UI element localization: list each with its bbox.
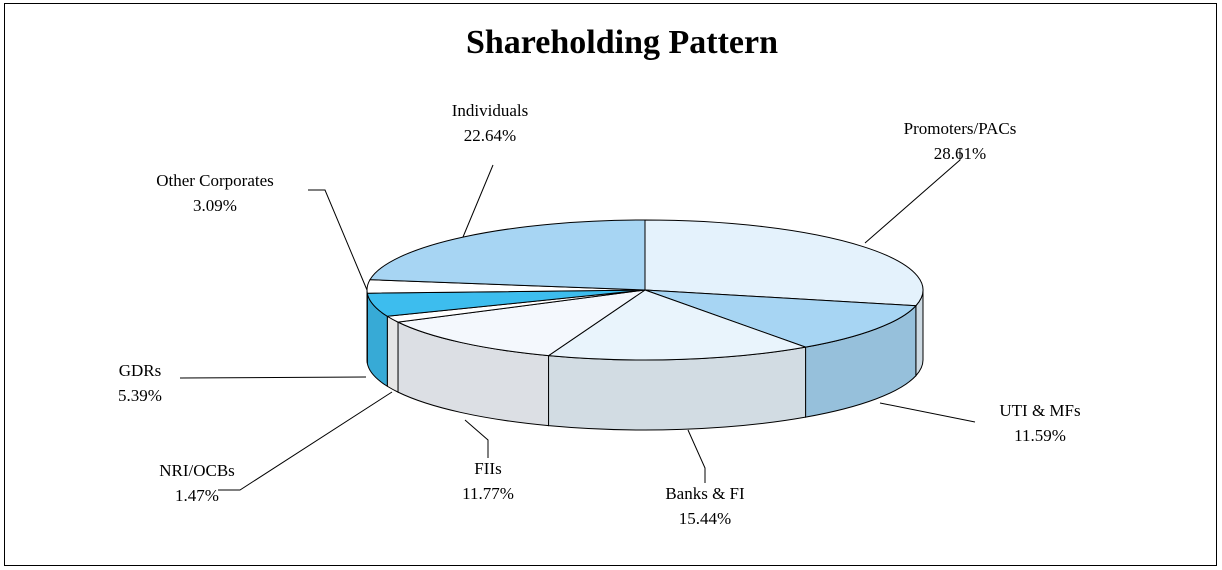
slice-value-label: 28.61% (934, 144, 986, 163)
pie-slice (396, 289, 646, 357)
slice-label: Other Corporates (156, 171, 274, 190)
pie-side (386, 315, 399, 393)
leader-line (308, 189, 368, 291)
slice-label: FIIs (474, 459, 501, 478)
leader-line (218, 391, 393, 491)
pie-slice (644, 289, 917, 348)
slice-label: Individuals (452, 101, 529, 120)
slice-value-label: 11.59% (1014, 426, 1066, 445)
slice-label: Banks & FI (665, 484, 745, 503)
leader-line (462, 164, 494, 238)
slice-value-label: 15.44% (679, 509, 731, 528)
leader-line (687, 429, 706, 483)
leader-line (879, 402, 976, 423)
slice-value-label: 5.39% (118, 386, 162, 405)
slice-value-label: 3.09% (193, 196, 237, 215)
pie-slice (369, 219, 646, 291)
leader-line (179, 376, 367, 379)
leader-line (464, 419, 489, 458)
chart-title: Shareholding Pattern (466, 24, 778, 61)
slice-value-label: 22.64% (464, 126, 516, 145)
slice-label: UTI & MFs (999, 401, 1080, 420)
pie-slice (547, 289, 808, 361)
slice-label: Promoters/PACs (904, 119, 1017, 138)
slice-value-label: 11.77% (462, 484, 514, 503)
slice-value-label: 1.47% (175, 486, 219, 505)
pie-slice (644, 219, 924, 307)
slice-label: NRI/OCBs (159, 461, 235, 480)
leader-line (864, 148, 961, 244)
slice-label: GDRs (119, 361, 162, 380)
